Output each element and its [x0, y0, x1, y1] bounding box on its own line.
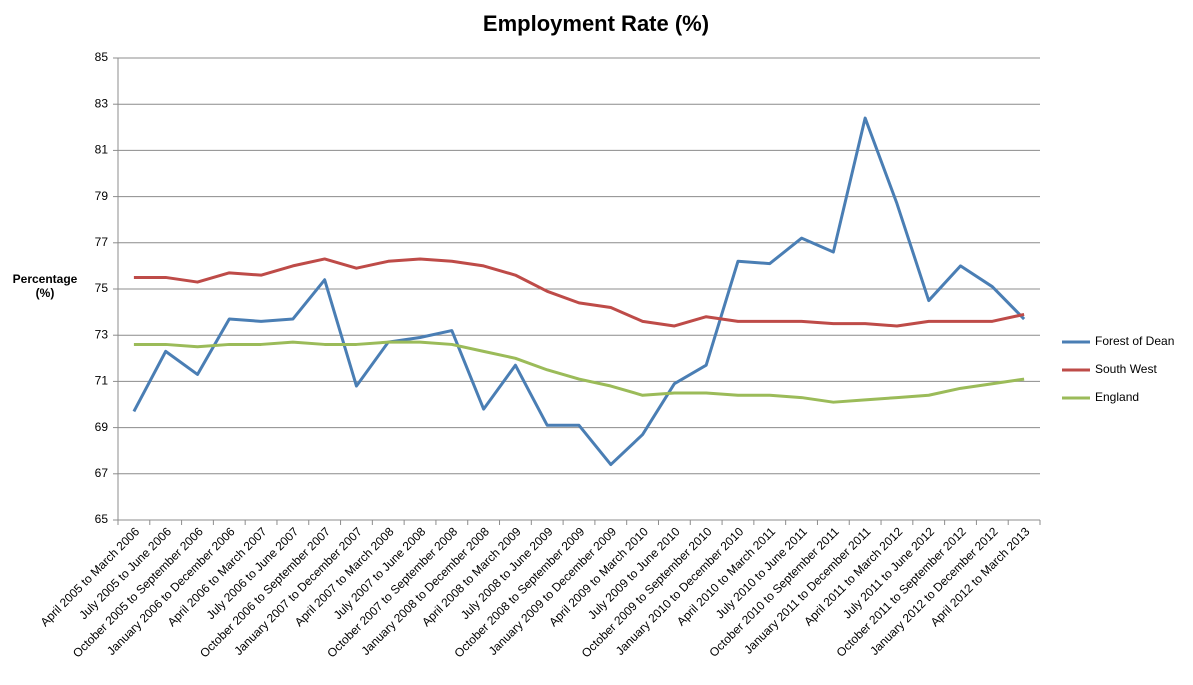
legend-label: England [1095, 390, 1139, 404]
y-tick-label: 71 [95, 374, 109, 388]
y-tick-label: 73 [95, 327, 109, 341]
y-axis-label: Percentage (%) [12, 272, 78, 300]
y-tick-label: 83 [95, 96, 109, 110]
line-series [132, 116, 1026, 467]
line-series [133, 257, 1025, 328]
y-tick-label: 69 [95, 420, 109, 434]
y-tick-label: 75 [95, 281, 109, 295]
y-tick-label: 65 [95, 512, 109, 526]
x-tick-label: October 2005 to September 2006 [70, 524, 206, 660]
legend-label: Forest of Dean [1095, 334, 1174, 348]
y-tick-label: 81 [95, 143, 109, 157]
chart-title: Employment Rate (%) [483, 11, 709, 36]
y-tick-label: 85 [95, 50, 109, 64]
y-tick-label: 67 [95, 466, 109, 480]
legend-label: South West [1095, 362, 1157, 376]
line-series [133, 340, 1025, 404]
y-tick-label: 77 [95, 235, 109, 249]
y-tick-label: 79 [95, 189, 109, 203]
